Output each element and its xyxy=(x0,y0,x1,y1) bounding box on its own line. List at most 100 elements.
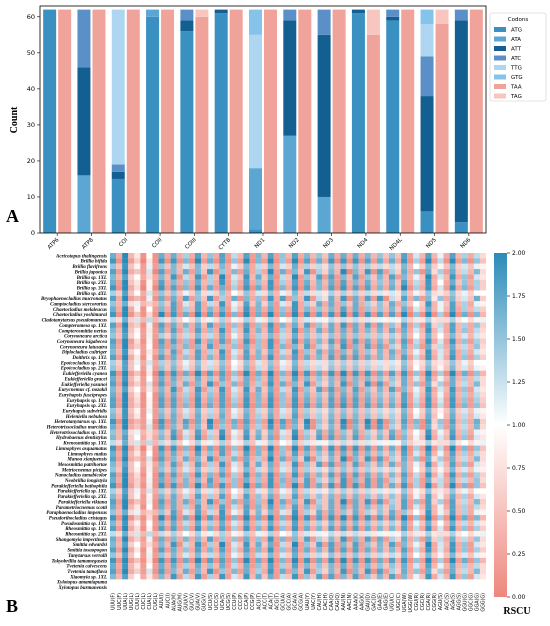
column-label: UCA(S) xyxy=(220,593,226,610)
heatmap-cell xyxy=(249,295,256,302)
heatmap-cell xyxy=(449,290,456,296)
colorbar-tick-label: 0.00 xyxy=(512,594,526,601)
heatmap-cell xyxy=(110,365,117,371)
heatmap-cell xyxy=(316,253,323,259)
heatmap-cell xyxy=(273,413,280,419)
heatmap-cell xyxy=(213,541,220,548)
heatmap-cell xyxy=(388,504,396,510)
heatmap-cell xyxy=(219,370,226,377)
heatmap-cell xyxy=(479,274,487,280)
heatmap-cell xyxy=(364,285,371,291)
heatmap-cell xyxy=(146,445,153,451)
heatmap-cell xyxy=(200,311,208,318)
heatmap-cell xyxy=(352,269,359,275)
heatmap-cell xyxy=(255,450,262,457)
heatmap-cell xyxy=(267,338,274,344)
heatmap-cell xyxy=(334,552,341,558)
heatmap-cell xyxy=(152,552,159,558)
heatmap-cell xyxy=(443,306,450,312)
heatmap-cell xyxy=(346,466,353,473)
heatmap-cell xyxy=(219,365,226,371)
heatmap-cell xyxy=(116,515,123,521)
heatmap-cell xyxy=(322,327,329,334)
heatmap-cell xyxy=(188,493,195,500)
row-label: Manoa xianjuensis xyxy=(66,458,107,463)
heatmap-cell xyxy=(304,359,311,366)
heatmap-cell xyxy=(316,376,323,382)
heatmap-cell xyxy=(279,370,286,377)
heatmap-cell xyxy=(407,499,414,505)
heatmap-cell xyxy=(388,269,396,275)
heatmap-cell xyxy=(461,424,468,430)
bar-segment xyxy=(283,9,297,21)
heatmap-cell xyxy=(328,392,335,398)
heatmap-cell xyxy=(219,477,226,484)
heatmap-cell xyxy=(310,456,317,462)
bar-segment xyxy=(420,211,434,233)
heatmap-cell xyxy=(443,301,450,307)
heatmap-cell xyxy=(116,258,123,264)
heatmap-cell xyxy=(431,392,438,398)
heatmap-cell xyxy=(152,359,159,366)
heatmap-cell xyxy=(134,365,141,371)
heatmap-cell xyxy=(461,274,468,280)
heatmap-cell xyxy=(188,269,195,275)
heatmap-cell xyxy=(455,322,462,328)
heatmap-cell xyxy=(243,306,250,312)
heatmap-cell xyxy=(170,386,177,393)
heatmap-cell xyxy=(455,274,462,280)
heatmap-cell xyxy=(200,349,208,355)
heatmap-cell xyxy=(443,440,450,446)
heatmap-cell xyxy=(467,488,474,494)
heatmap-cell xyxy=(388,370,396,377)
heatmap-cell xyxy=(255,327,262,334)
heatmap-cell xyxy=(443,547,450,553)
heatmap-cell xyxy=(328,445,335,451)
heatmap-cell xyxy=(213,509,220,516)
column-label: ACC(T) xyxy=(262,593,268,610)
heatmap-cell xyxy=(176,343,183,350)
heatmap-cell xyxy=(146,269,153,275)
heatmap-cell xyxy=(243,520,250,526)
heatmap-cell xyxy=(188,301,195,307)
heatmap-cell xyxy=(213,552,220,558)
heatmap-cell xyxy=(340,279,347,286)
heatmap-cell xyxy=(431,301,438,307)
heatmap-cell xyxy=(346,408,353,414)
heatmap-cell xyxy=(449,263,456,270)
heatmap-cell xyxy=(449,306,456,312)
heatmap-cell xyxy=(243,359,250,366)
heatmap-cell xyxy=(443,466,450,473)
heatmap-cell xyxy=(419,418,426,425)
heatmap-cell xyxy=(158,290,165,296)
heatmap-cell xyxy=(170,392,177,398)
row-label: Parakiefferiella viktana xyxy=(58,500,107,505)
heatmap-cell xyxy=(176,338,183,344)
heatmap-cell xyxy=(352,525,359,532)
heatmap-cell xyxy=(182,418,189,425)
heatmap-cell xyxy=(158,552,165,558)
heatmap-cell xyxy=(467,301,474,307)
heatmap-cell xyxy=(285,434,292,441)
heatmap-cell xyxy=(352,285,359,291)
heatmap-cell xyxy=(425,424,432,430)
heatmap-cell xyxy=(255,258,262,264)
heatmap-cell xyxy=(473,392,480,398)
heatmap-cell xyxy=(273,499,280,505)
heatmap-cell xyxy=(346,568,353,575)
heatmap-cell xyxy=(116,386,123,393)
heatmap-cell xyxy=(304,483,311,489)
heatmap-cell xyxy=(188,295,195,302)
heatmap-cell xyxy=(110,359,117,366)
heatmap-cell xyxy=(376,322,383,328)
heatmap-cell xyxy=(219,408,226,414)
heatmap-cell xyxy=(376,504,383,510)
heatmap-cell xyxy=(304,279,311,286)
heatmap-cell xyxy=(316,343,323,350)
heatmap-cell xyxy=(146,483,153,489)
heatmap-cell xyxy=(207,311,214,318)
heatmap-cell xyxy=(352,418,359,425)
heatmap-cell xyxy=(164,333,171,339)
heatmap-cell xyxy=(134,552,141,558)
heatmap-cell xyxy=(413,269,420,275)
